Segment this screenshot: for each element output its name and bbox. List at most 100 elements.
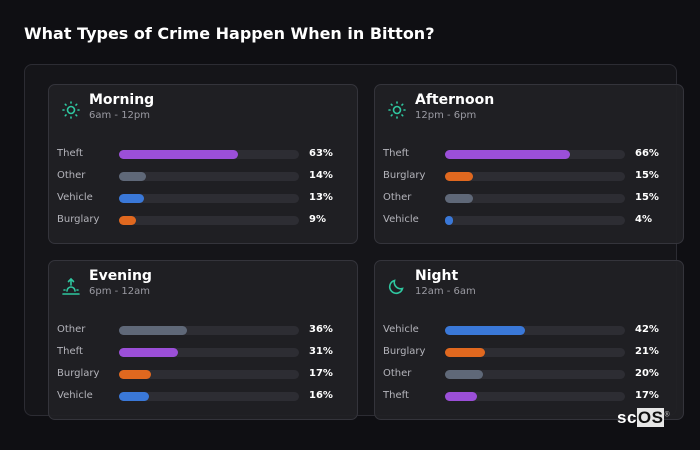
bar-fill — [445, 326, 525, 335]
crime-label: Other — [383, 192, 412, 203]
bar-track — [119, 326, 299, 335]
crime-percent: 14% — [309, 170, 333, 181]
bar-fill — [445, 150, 571, 159]
crime-label: Burglary — [57, 368, 100, 379]
bar-fill — [119, 172, 146, 181]
card-time-range: 12pm - 6pm — [415, 110, 477, 121]
bar-fill — [119, 326, 188, 335]
bar-track — [119, 194, 299, 203]
crime-percent: 31% — [309, 346, 333, 357]
card-title: Morning — [89, 92, 155, 108]
crime-label: Theft — [383, 148, 409, 159]
bar-fill — [119, 370, 152, 379]
crime-percent: 66% — [635, 148, 659, 159]
crime-row: Burglary 17% — [57, 367, 357, 381]
crime-label: Theft — [57, 148, 83, 159]
card-time-range: 6pm - 12am — [89, 286, 151, 297]
crime-label: Other — [57, 170, 86, 181]
crime-label: Vehicle — [383, 324, 419, 335]
bar-track — [119, 348, 299, 357]
crime-percent: 36% — [309, 324, 333, 335]
crime-row: Theft 63% — [57, 147, 357, 161]
logo-text: sc — [617, 408, 637, 427]
bar-track — [445, 172, 625, 181]
crime-percent: 13% — [309, 192, 333, 203]
crime-percent: 17% — [635, 390, 659, 401]
crime-row: Other 14% — [57, 169, 357, 183]
crime-percent: 21% — [635, 346, 659, 357]
crime-percent: 16% — [309, 390, 333, 401]
bar-fill — [119, 216, 137, 225]
crime-label: Vehicle — [57, 390, 93, 401]
crime-row: Theft 31% — [57, 345, 357, 359]
card-afternoon: Afternoon 12pm - 6pm Theft 66% Burglary … — [374, 84, 684, 244]
crime-row: Theft 66% — [383, 147, 683, 161]
crime-percent: 20% — [635, 368, 659, 379]
bar-fill — [119, 150, 239, 159]
crime-percent: 63% — [309, 148, 333, 159]
card-title: Afternoon — [415, 92, 495, 108]
bar-fill — [445, 348, 485, 357]
crime-row: Vehicle 16% — [57, 389, 357, 403]
crime-row: Other 36% — [57, 323, 357, 337]
scos-logo: scOS® — [617, 408, 670, 428]
crime-row: Burglary 21% — [383, 345, 683, 359]
crime-label: Burglary — [383, 170, 426, 181]
crime-row: Other 20% — [383, 367, 683, 381]
sun-icon — [387, 100, 407, 120]
crime-row: Theft 17% — [383, 389, 683, 403]
bar-track — [119, 216, 299, 225]
card-title: Evening — [89, 268, 152, 284]
crime-row: Burglary 15% — [383, 169, 683, 183]
card-night: Night 12am - 6am Vehicle 42% Burglary 21… — [374, 260, 684, 420]
card-title: Night — [415, 268, 459, 284]
bar-track — [119, 370, 299, 379]
card-evening: Evening 6pm - 12am Other 36% Theft 31% B… — [48, 260, 358, 420]
moon-icon — [387, 276, 407, 296]
bar-track — [445, 150, 625, 159]
crime-label: Theft — [383, 390, 409, 401]
bar-fill — [119, 392, 150, 401]
crime-label: Vehicle — [57, 192, 93, 203]
bar-fill — [445, 392, 478, 401]
bar-track — [445, 348, 625, 357]
bar-track — [119, 172, 299, 181]
crime-label: Burglary — [57, 214, 100, 225]
card-morning: Morning 6am - 12pm Theft 63% Other 14% V… — [48, 84, 358, 244]
crime-label: Theft — [57, 346, 83, 357]
crime-row: Other 15% — [383, 191, 683, 205]
sun-icon — [61, 100, 81, 120]
logo-text-highlight: OS — [636, 408, 665, 427]
crime-percent: 15% — [635, 170, 659, 181]
crime-percent: 42% — [635, 324, 659, 335]
bar-fill — [119, 194, 144, 203]
crime-row: Vehicle 42% — [383, 323, 683, 337]
crime-percent: 9% — [309, 214, 326, 225]
crime-row: Vehicle 4% — [383, 213, 683, 227]
crime-percent: 15% — [635, 192, 659, 203]
crime-label: Vehicle — [383, 214, 419, 225]
crime-row: Burglary 9% — [57, 213, 357, 227]
crime-label: Other — [383, 368, 412, 379]
bar-fill — [119, 348, 178, 357]
card-time-range: 6am - 12pm — [89, 110, 151, 121]
crime-row: Vehicle 13% — [57, 191, 357, 205]
crime-label: Other — [57, 324, 86, 335]
bar-track — [445, 216, 625, 225]
sunset-icon — [61, 276, 81, 296]
page-title: What Types of Crime Happen When in Bitto… — [24, 24, 435, 43]
crime-percent: 17% — [309, 368, 333, 379]
bar-track — [119, 392, 299, 401]
bar-fill — [445, 370, 483, 379]
bar-track — [119, 150, 299, 159]
bar-track — [445, 370, 625, 379]
crime-percent: 4% — [635, 214, 652, 225]
bar-track — [445, 392, 625, 401]
crime-label: Burglary — [383, 346, 426, 357]
registered-mark: ® — [664, 411, 671, 419]
bar-fill — [445, 194, 474, 203]
bar-track — [445, 326, 625, 335]
bar-track — [445, 194, 625, 203]
bar-fill — [445, 172, 474, 181]
card-time-range: 12am - 6am — [415, 286, 476, 297]
